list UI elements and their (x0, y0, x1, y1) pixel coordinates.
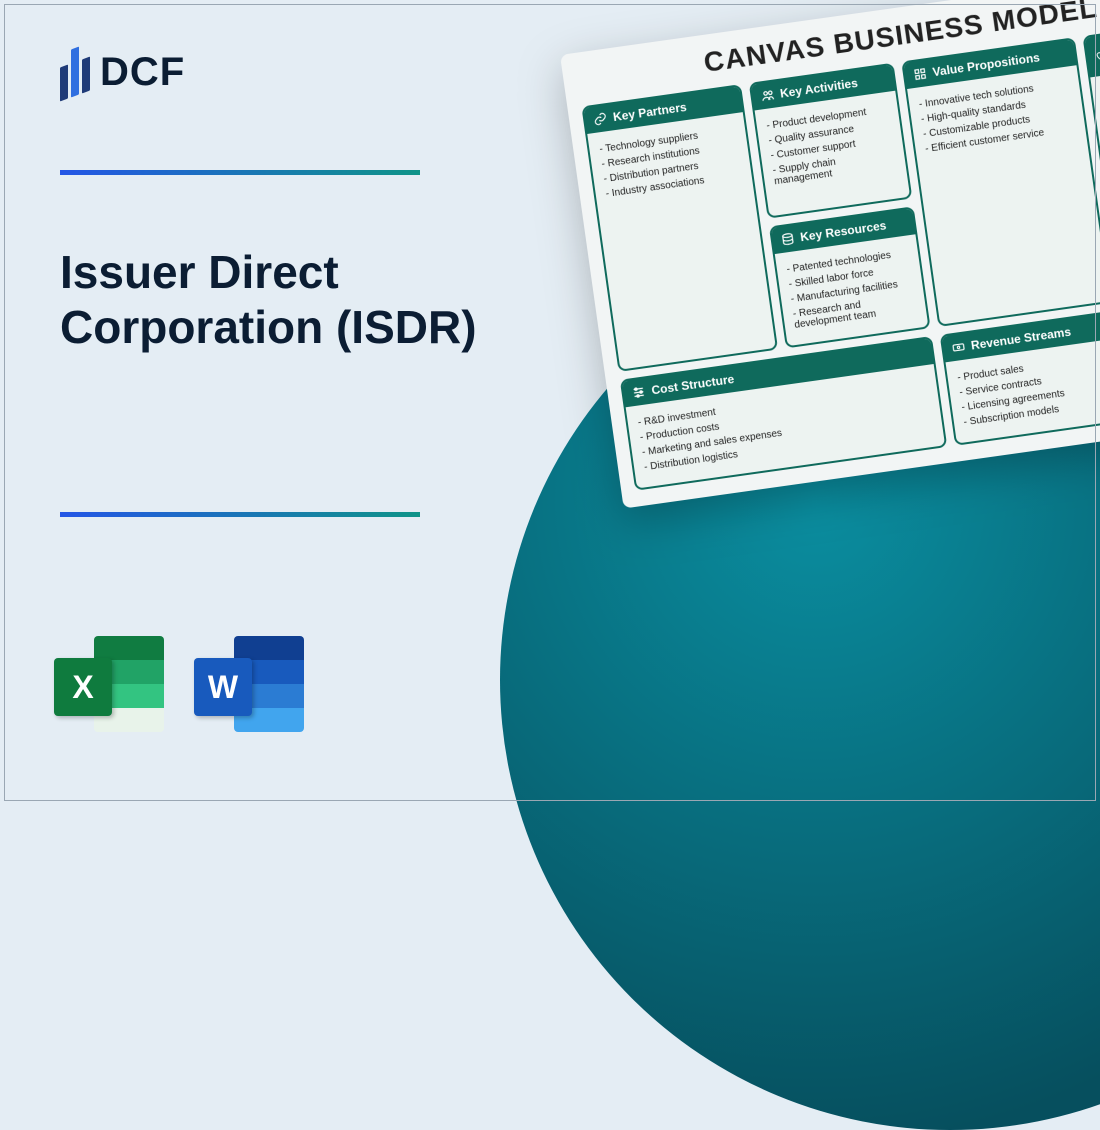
brand-name: DCF (100, 50, 185, 95)
excel-tile-letter: X (54, 658, 112, 716)
canvas-block-key-partners: Key Partners Technology suppliersResearc… (581, 84, 777, 372)
page-title: Issuer Direct Corporation (ISDR) (60, 245, 480, 355)
link-icon (592, 111, 608, 127)
logo-bars-icon (60, 48, 90, 96)
excel-icon: X (54, 630, 164, 740)
sliders-icon (631, 384, 647, 400)
word-icon: W (194, 630, 304, 740)
file-type-icons: X W (54, 630, 304, 740)
word-tile-letter: W (194, 658, 252, 716)
brand-logo: DCF (60, 48, 185, 96)
canvas-block-value-propositions: Value Propositions Innovative tech solut… (901, 37, 1100, 327)
canvas-preview: CANVAS BUSINESS MODEL Key Partners Techn… (560, 0, 1100, 509)
canvas-block-key-activities: Key Activities Product developmentQualit… (748, 63, 912, 219)
divider-top (60, 170, 420, 175)
database-icon (780, 231, 796, 247)
divider-bottom (60, 512, 420, 517)
cash-icon (950, 340, 966, 356)
heart-icon (1094, 48, 1100, 63)
grid-icon (912, 66, 928, 82)
users-icon (759, 88, 775, 104)
canvas-block-key-resources: Key Resources Patented technologiesSkill… (769, 206, 931, 348)
